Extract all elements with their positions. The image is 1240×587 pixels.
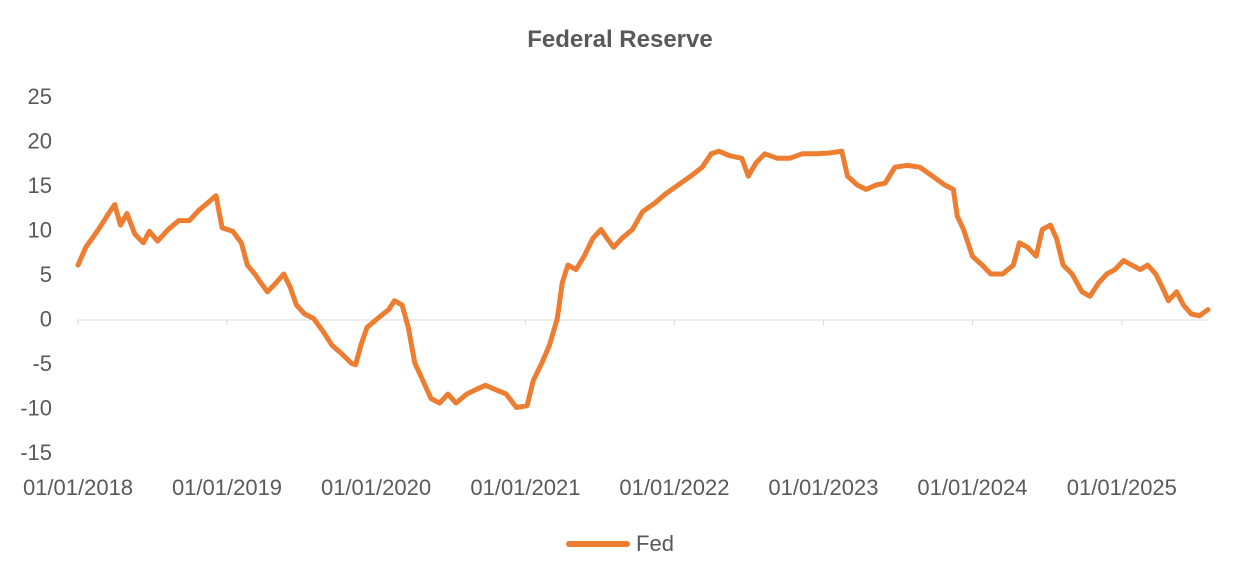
x-tick-label: 01/01/2023 (768, 475, 878, 500)
legend-swatch (566, 541, 631, 547)
y-tick-label: 0 (40, 307, 52, 332)
x-tick-label: 01/01/2020 (321, 475, 431, 500)
x-tick-label: 01/01/2025 (1067, 475, 1177, 500)
y-tick-label: 15 (28, 173, 52, 198)
y-tick-label: 5 (40, 262, 52, 287)
legend-label: Fed (636, 531, 674, 556)
x-tick-label: 01/01/2018 (23, 475, 133, 500)
y-tick-label: 10 (28, 218, 52, 243)
y-tick-label: -15 (20, 440, 52, 465)
y-tick-label: 25 (28, 84, 52, 109)
legend: Fed (0, 531, 1240, 557)
y-axis-ticks: 25 20 15 10 5 0 -5 -10 -15 (20, 84, 52, 465)
chart-title: Federal Reserve (527, 26, 713, 53)
legend-item-fed: Fed (566, 531, 674, 557)
x-tick-label: 01/01/2021 (470, 475, 580, 500)
y-tick-label: -5 (32, 351, 52, 376)
x-tick-label: 01/01/2019 (172, 475, 282, 500)
x-tick-label: 01/01/2024 (917, 475, 1027, 500)
y-tick-label: -10 (20, 396, 52, 421)
x-axis: 01/01/2018 01/01/2019 01/01/2020 01/01/2021… (23, 319, 1208, 500)
y-tick-label: 20 (28, 129, 52, 154)
series-group (75, 148, 1211, 410)
x-tick-label: 01/01/2022 (619, 475, 729, 500)
series-line-fed (75, 148, 1211, 410)
